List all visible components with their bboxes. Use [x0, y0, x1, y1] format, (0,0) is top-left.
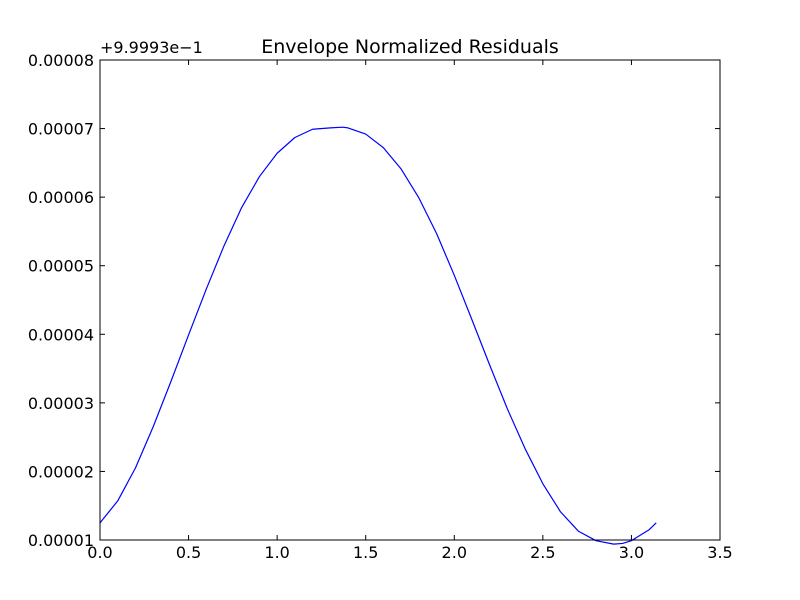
- x-tick-label: 1.0: [264, 543, 289, 562]
- y-tick-label: 0.00002: [28, 462, 94, 481]
- x-tick-label: 1.5: [353, 543, 378, 562]
- y-tick-label: 0.00008: [28, 51, 94, 70]
- y-offset-label: +9.9993e−1: [100, 38, 203, 57]
- axes-frame: [99, 59, 721, 541]
- y-tick-label: 0.00005: [28, 257, 94, 276]
- series-line-residuals: [99, 126, 657, 545]
- x-tick-label: 3.5: [707, 543, 732, 562]
- x-tick-label: 2.0: [442, 543, 467, 562]
- chart-title: Envelope Normalized Residuals: [261, 36, 559, 58]
- y-tick-label: 0.00004: [28, 325, 94, 344]
- x-tick-label: 0.0: [87, 543, 112, 562]
- plot-area: 0.0 0.5 1.0 1.5 2.0 2.5 3.0 3.5 0.00001 0.00002 0.…: [28, 51, 733, 562]
- x-tick-label: 0.5: [176, 543, 201, 562]
- x-tick-label: 3.0: [619, 543, 644, 562]
- y-tick-label: 0.00003: [28, 394, 94, 413]
- y-tick-label: 0.00001: [28, 531, 94, 550]
- y-tick-label: 0.00006: [28, 188, 94, 207]
- y-tick-label: 0.00007: [28, 120, 94, 139]
- x-tick-label: 2.5: [530, 543, 555, 562]
